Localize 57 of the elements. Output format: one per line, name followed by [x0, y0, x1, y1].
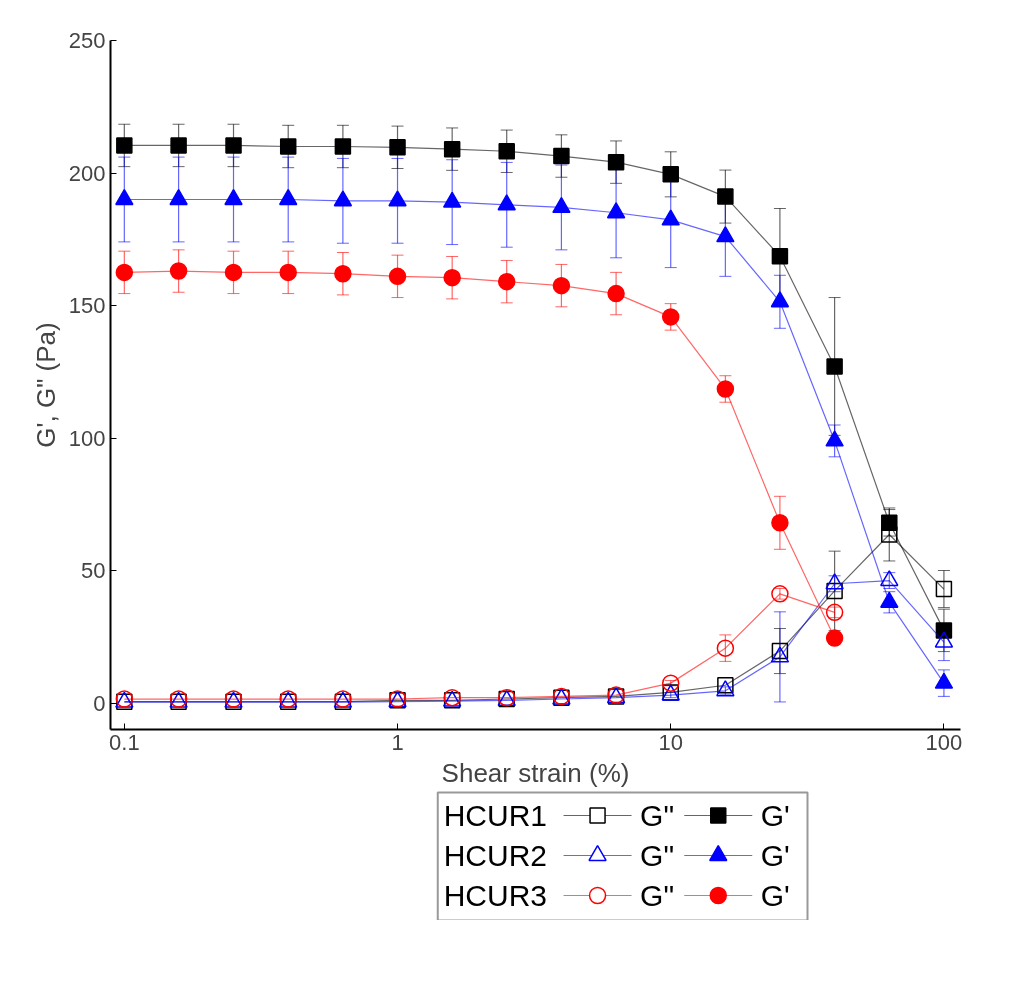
- point: [225, 137, 242, 154]
- point: [661, 674, 680, 692]
- y-tick-label: 250: [68, 28, 106, 53]
- point: [826, 582, 843, 600]
- point: [115, 263, 134, 282]
- legend-label: G': [760, 879, 790, 912]
- legend-label: G': [760, 839, 790, 872]
- point: [279, 138, 297, 155]
- y-axis-title: G', G" (Pa): [30, 322, 61, 448]
- point: [443, 140, 461, 158]
- point: [224, 263, 243, 282]
- x-tick-label: 1: [391, 729, 404, 755]
- point: [552, 276, 571, 295]
- point: [279, 263, 297, 282]
- point: [662, 166, 679, 183]
- point: [607, 284, 625, 303]
- point: [935, 580, 953, 598]
- y-tick-label: 150: [68, 293, 106, 318]
- legend-label: G': [760, 799, 790, 832]
- text: HCUR1: [443, 799, 548, 832]
- x-tick-label: 10: [658, 729, 683, 755]
- y-tick-label: 200: [68, 160, 106, 186]
- text: HCUR3: [443, 879, 548, 912]
- point: [170, 137, 187, 154]
- legend-label: G": [640, 879, 675, 912]
- point: [771, 247, 789, 265]
- point: [334, 138, 352, 155]
- point: [443, 268, 461, 287]
- y-tick-label: 0: [93, 690, 106, 716]
- point: [826, 358, 843, 375]
- point: [825, 629, 844, 647]
- point: [661, 308, 680, 326]
- point: [717, 188, 734, 205]
- legend-label: G": [640, 839, 675, 872]
- point: [935, 622, 953, 639]
- point: [553, 147, 570, 165]
- point: [607, 153, 625, 171]
- point: [116, 137, 133, 154]
- point: [497, 272, 516, 291]
- point: [169, 262, 188, 280]
- point: [389, 139, 406, 156]
- x-axis-title: Shear strain (%): [441, 757, 630, 788]
- point: [771, 514, 789, 532]
- y-tick-label: 50: [81, 558, 106, 583]
- x-tick-label: 100: [925, 729, 963, 755]
- point: [771, 642, 789, 660]
- text: HCUR2: [443, 839, 548, 872]
- point: [388, 267, 407, 286]
- point: [716, 639, 735, 657]
- point: [716, 380, 735, 398]
- legend-label: G": [640, 799, 675, 832]
- point: [881, 514, 898, 532]
- x-tick-label: 0.1: [109, 729, 140, 755]
- point: [717, 676, 734, 694]
- point: [334, 264, 352, 283]
- point: [498, 143, 515, 160]
- y-tick-label: 100: [68, 425, 106, 451]
